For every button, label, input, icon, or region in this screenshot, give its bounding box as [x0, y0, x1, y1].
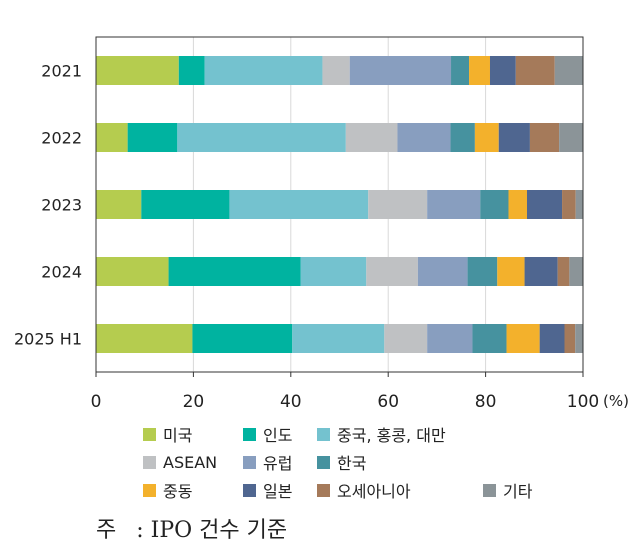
bar-segment-2024-7	[524, 257, 558, 286]
legend-swatch	[243, 455, 256, 469]
x-tick-label: 60	[377, 392, 399, 410]
bar-segment-2024-0	[96, 257, 169, 286]
bar-segment-2022-3	[345, 123, 398, 152]
bar-segment-2025-H1-9	[575, 324, 583, 353]
bar-segment-2024-1	[168, 257, 301, 286]
x-tick-label: 100	[567, 392, 599, 410]
legend-item: ASEAN	[143, 452, 217, 472]
legend-swatch	[243, 483, 256, 497]
bar-segment-2025-H1-7	[539, 324, 565, 353]
bar-segment-2021-1	[178, 56, 205, 85]
x-tick-label: 20	[183, 392, 205, 410]
legend-item: 인도	[243, 424, 293, 445]
plot-frame	[95, 36, 584, 373]
bar-segment-2021-0	[96, 56, 179, 85]
legend-label: 오세아니아	[337, 482, 411, 501]
legend-label: 중국, 홍콩, 대만	[337, 426, 446, 445]
bar-segment-2025-H1-4	[427, 324, 473, 353]
bar-segment-2023-7	[526, 190, 563, 219]
bar-segment-2023-5	[480, 190, 509, 219]
legend-item: 중동	[143, 480, 193, 501]
bar-segment-2023-4	[427, 190, 481, 219]
stacked-bar-chart: 2021 2022 2023 2024 2025 H1 0 20 40 60 80 100 (%)	[14, 36, 629, 410]
bar-segment-2023-0	[96, 190, 142, 219]
bar-segment-2024-3	[366, 257, 418, 286]
legend-item: 오세아니아	[317, 480, 411, 501]
bar-segment-2021-6	[469, 56, 490, 85]
bar-segment-2025-H1-3	[384, 324, 428, 353]
bar-segment-2025-H1-1	[192, 324, 293, 353]
bar-segment-2022-1	[127, 123, 178, 152]
category-label: 2022	[41, 129, 82, 148]
x-tick-label: 80	[475, 392, 497, 410]
legend-swatch	[317, 427, 330, 441]
bar-segment-2024-6	[497, 257, 525, 286]
legend-swatch	[243, 427, 256, 441]
footnote-prefix: 주	[96, 518, 117, 543]
bar-segment-2022-4	[397, 123, 451, 152]
x-tick-label: 0	[91, 392, 102, 410]
legend-item: 일본	[243, 480, 293, 501]
bar-segment-2024-8	[557, 257, 570, 286]
legend-label: ASEAN	[163, 452, 218, 472]
bar-segment-2023-9	[575, 190, 583, 219]
legend-item: 기타	[483, 480, 533, 501]
bar-segment-2024-9	[569, 257, 583, 286]
footnote: 주 : IPO 건수 기준	[96, 512, 287, 544]
legend-swatch	[317, 455, 330, 469]
bar-segment-2024-5	[467, 257, 498, 286]
legend-swatch	[143, 455, 156, 469]
bar-segment-2024-4	[417, 257, 468, 286]
legend-label: 인도	[263, 426, 293, 445]
x-tick-label: 40	[280, 392, 302, 410]
legend-swatch	[143, 483, 156, 497]
bar-segment-2022-6	[474, 123, 499, 152]
category-label: 2023	[41, 196, 82, 215]
bar-segment-2025-H1-2	[292, 324, 385, 353]
legend-item: 한국	[317, 452, 367, 473]
legend-label: 한국	[337, 454, 367, 473]
category-label: 2025 H1	[14, 330, 82, 349]
legend-item: 유럽	[243, 452, 293, 473]
bar-segment-2023-1	[141, 190, 230, 219]
legend-item: 중국, 홍콩, 대만	[317, 424, 446, 445]
bar-segment-2025-H1-0	[96, 324, 193, 353]
bar-segment-2021-3	[322, 56, 350, 85]
category-label: 2021	[41, 62, 82, 81]
legend-item: 미국	[143, 424, 193, 445]
bar-segment-2021-7	[489, 56, 516, 85]
footnote-text: : IPO 건수 기준	[136, 518, 288, 543]
bar-segment-2023-2	[229, 190, 369, 219]
legend-swatch	[483, 483, 496, 497]
bar-segment-2021-2	[204, 56, 323, 85]
legend-swatch	[317, 483, 330, 497]
bar-segment-2023-6	[508, 190, 527, 219]
bar-segment-2024-2	[300, 257, 367, 286]
legend-label: 기타	[503, 482, 533, 501]
bar-segment-2021-9	[554, 56, 583, 85]
bar-segment-2025-H1-6	[506, 324, 540, 353]
bar-segment-2022-8	[529, 123, 560, 152]
legend-swatch	[143, 427, 156, 441]
bar-segment-2025-H1-8	[564, 324, 576, 353]
legend-label: 중동	[163, 482, 193, 501]
bar-segment-2022-2	[177, 123, 346, 152]
bar-segment-2022-5	[450, 123, 475, 152]
bar-segment-2021-4	[349, 56, 452, 85]
bar-segment-2023-3	[368, 190, 428, 219]
bar-segment-2021-5	[451, 56, 470, 85]
bar-segment-2022-7	[498, 123, 530, 152]
bar-segment-2022-0	[96, 123, 128, 152]
category-label: 2024	[41, 263, 82, 282]
bar-segment-2023-8	[562, 190, 576, 219]
legend-label: 미국	[163, 426, 193, 445]
bar-segment-2021-8	[515, 56, 555, 85]
legend-label: 유럽	[263, 454, 293, 473]
bar-segment-2025-H1-5	[472, 324, 507, 353]
bar-segment-2022-9	[559, 123, 584, 152]
x-unit-label: (%)	[603, 392, 629, 410]
legend-label: 일본	[263, 482, 293, 501]
